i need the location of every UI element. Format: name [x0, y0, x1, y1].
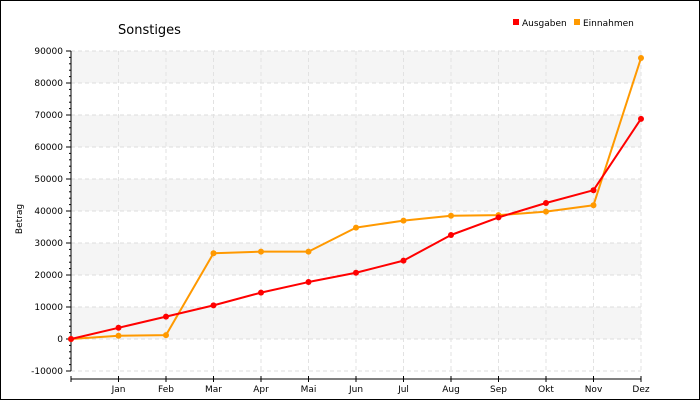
data-point-ausgaben [258, 289, 264, 296]
x-tick-label: Mar [205, 385, 222, 395]
data-point-einnahmen [590, 202, 597, 209]
data-point-einnahmen [210, 250, 217, 257]
data-point-ausgaben [590, 187, 597, 194]
data-point-ausgaben [400, 257, 407, 264]
y-tick-label: 90000 [34, 47, 63, 57]
legend-swatch-einnahmen [574, 19, 580, 25]
x-tick-label: Dez [632, 385, 649, 395]
data-point-ausgaben [638, 115, 644, 122]
y-tick-label: 50000 [34, 175, 63, 185]
y-tick-label: 0 [57, 335, 63, 345]
data-point-einnahmen [258, 248, 264, 255]
legend-label-einnahmen: Einnahmen [583, 19, 634, 29]
x-tick-label: Aug [442, 385, 460, 395]
y-tick-label: 40000 [34, 207, 63, 217]
data-point-ausgaben [495, 214, 502, 221]
data-point-einnahmen [400, 217, 407, 224]
y-tick-label: 20000 [34, 271, 63, 281]
data-point-einnahmen [638, 55, 644, 62]
data-point-einnahmen [305, 248, 312, 255]
y-tick-label: 60000 [34, 143, 63, 153]
data-point-einnahmen [353, 224, 359, 231]
data-point-ausgaben [353, 269, 359, 276]
data-point-ausgaben [163, 313, 169, 320]
y-tick-label: 30000 [34, 239, 63, 249]
x-tick-label: Jun [348, 385, 363, 395]
y-tick-label: 80000 [34, 79, 63, 89]
x-tick-label: Okt [538, 385, 554, 395]
chart-title: Sonstiges [118, 23, 181, 38]
x-tick-label: Jan [111, 385, 126, 395]
data-point-ausgaben [448, 232, 454, 238]
x-tick-label: Feb [158, 385, 174, 395]
data-point-ausgaben [68, 336, 74, 342]
axes [66, 50, 642, 382]
x-tick-label: Nov [585, 385, 603, 395]
data-point-ausgaben [210, 302, 217, 309]
data-point-einnahmen [115, 332, 122, 339]
data-point-ausgaben [115, 324, 122, 331]
legend-swatch-ausgaben [513, 19, 519, 25]
data-point-ausgaben [543, 200, 549, 206]
x-tick-label: Jul [397, 385, 409, 395]
x-tick-labels: Jan Feb Mar Apr Mai Jun Jul Aug Sep Okt Nov Dez [111, 385, 650, 395]
data-point-einnahmen [448, 212, 454, 219]
y-axis-label: Betrag [15, 204, 25, 234]
data-point-einnahmen [163, 332, 169, 339]
y-tick-labels: -10000 0 10000 20000 30000 40000 50000 60000 700… [31, 47, 63, 377]
y-tick-label: 70000 [34, 111, 63, 121]
data-point-ausgaben [305, 279, 312, 286]
y-tick-label: -10000 [31, 367, 63, 377]
data-point-einnahmen [543, 208, 549, 215]
x-tick-label: Mai [301, 385, 317, 395]
x-tick-label: Sep [490, 385, 507, 395]
x-tick-label: Apr [253, 385, 269, 395]
legend: Ausgaben Einnahmen [513, 19, 634, 29]
series-group [68, 55, 644, 342]
legend-label-ausgaben: Ausgaben [522, 19, 567, 29]
y-tick-label: 10000 [34, 303, 63, 313]
grid-lines [71, 50, 642, 372]
